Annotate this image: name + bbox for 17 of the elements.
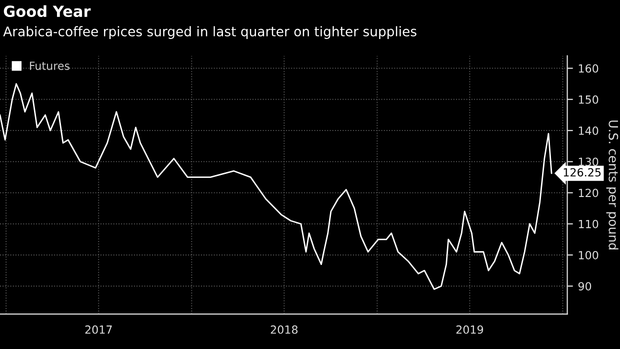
y-axis-title: U.S. cents per pound (606, 120, 618, 250)
y-tick-label: 90 (578, 282, 592, 290)
line-series (0, 83, 552, 290)
x-tick-label: 2019 (456, 325, 484, 334)
y-tick-label: 160 (578, 64, 598, 73)
y-tick-label: 120 (578, 188, 598, 198)
y-tick-label: 130 (578, 158, 598, 166)
y-tick-label: 140 (578, 126, 598, 135)
y-tick-label: 150 (578, 95, 598, 104)
chart-title: Good Year (4, 5, 91, 18)
y-tick-label: 100 (578, 250, 598, 260)
x-tick-label: 2018 (270, 325, 298, 334)
legend-label: Futures (30, 62, 70, 70)
x-tick-label: 2017 (85, 325, 112, 334)
annotation: 126.25 (564, 168, 601, 177)
y-tick-label: 110 (578, 220, 598, 228)
chart-subtitle: Arabica-coffee rpices surged in last quarter on tighter supplies (3, 26, 416, 39)
